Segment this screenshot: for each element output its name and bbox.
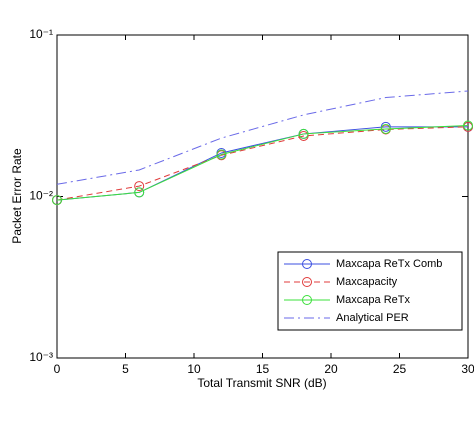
- data-point: [380, 123, 391, 134]
- x-tick-label: 30: [461, 362, 474, 376]
- legend-label: Maxcapacity: [336, 276, 398, 288]
- legend-marker: [302, 277, 312, 287]
- y-tick-label: 10⁻³: [29, 350, 53, 364]
- legend-box: [277, 251, 463, 331]
- data-point: [216, 149, 227, 160]
- y-tick-label: 10⁻¹: [29, 27, 53, 41]
- data-point: [134, 187, 145, 198]
- data-point: [298, 128, 309, 139]
- x-tick-label: 25: [393, 362, 407, 376]
- x-tick-label: 5: [122, 362, 129, 376]
- x-tick-label: 20: [324, 362, 338, 376]
- series-line: [56, 90, 469, 185]
- legend-marker: [302, 259, 312, 269]
- legend-label: Analytical PER: [336, 312, 409, 324]
- legend-marker: [302, 295, 312, 305]
- y-tick-label: 10⁻²: [29, 189, 53, 203]
- x-tick-label: 0: [54, 362, 61, 376]
- legend-label: Maxcapa ReTx: [336, 294, 410, 306]
- x-tick-label: 15: [256, 362, 270, 376]
- data-point: [463, 120, 473, 131]
- data-point: [134, 181, 145, 192]
- data-point: [52, 195, 62, 206]
- series-line: [56, 125, 469, 201]
- y-axis-label: Packet Error Rate: [10, 148, 24, 244]
- x-axis-label: Total Transmit SNR (dB): [197, 376, 326, 390]
- legend-label: Maxcapa ReTx Comb: [336, 258, 442, 270]
- series-line: [56, 126, 469, 201]
- x-tick-label: 10: [187, 362, 201, 376]
